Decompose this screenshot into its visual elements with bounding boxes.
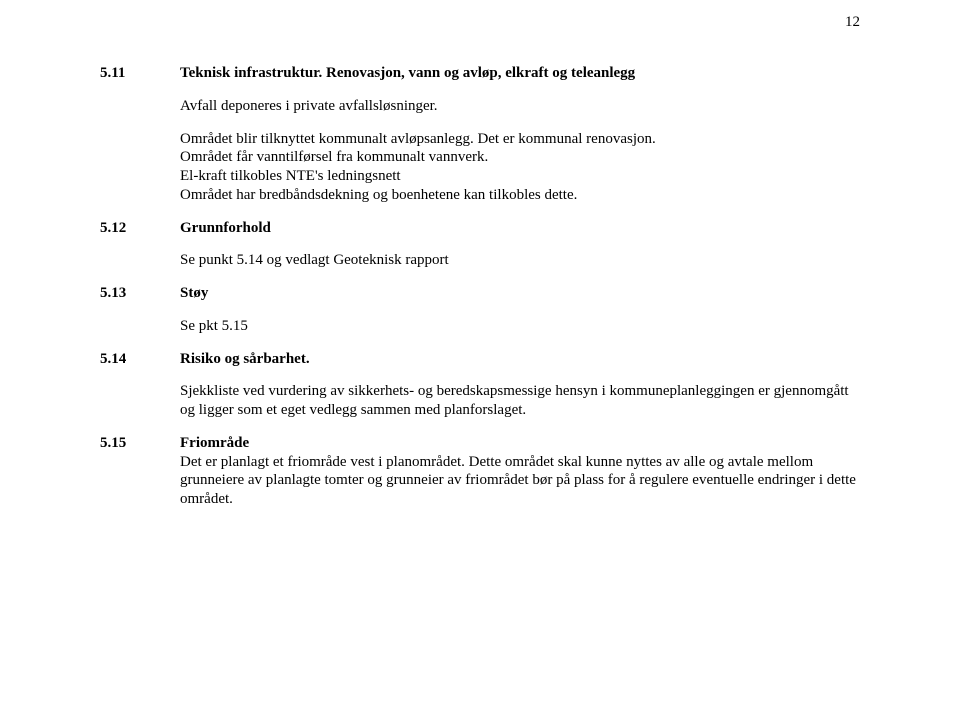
section-heading-5-12: 5.12 Grunnforhold [100, 219, 860, 238]
section-heading-5-13: 5.13 Støy [100, 284, 860, 303]
paragraph: Området får vanntilførsel fra kommunalt … [180, 148, 860, 167]
section-title: Risiko og sårbarhet. [180, 350, 310, 369]
section-title: Friområde [180, 434, 249, 453]
section-title: Støy [180, 284, 208, 303]
page: 12 5.11 Teknisk infrastruktur. Renovasjo… [0, 0, 960, 724]
section-number: 5.14 [100, 350, 180, 369]
section-title: Teknisk infrastruktur. Renovasjon, vann … [180, 64, 635, 83]
paragraph: Det er planlagt et friområde vest i plan… [180, 453, 860, 509]
section-body-5-15: Det er planlagt et friområde vest i plan… [180, 453, 860, 509]
paragraph: Området blir tilknyttet kommunalt avløps… [180, 130, 860, 149]
paragraph: Området har bredbåndsdekning og boenhete… [180, 186, 860, 205]
section-body-5-12: Se punkt 5.14 og vedlagt Geoteknisk rapp… [180, 251, 860, 270]
section-heading-5-15: 5.15 Friområde [100, 434, 860, 453]
page-number: 12 [845, 14, 860, 31]
section-heading-5-14: 5.14 Risiko og sårbarhet. [100, 350, 860, 369]
document-content: 5.11 Teknisk infrastruktur. Renovasjon, … [100, 64, 860, 509]
paragraph: El-kraft tilkobles NTE's ledningsnett [180, 167, 860, 186]
section-title: Grunnforhold [180, 219, 271, 238]
section-heading-5-11: 5.11 Teknisk infrastruktur. Renovasjon, … [100, 64, 860, 83]
section-number: 5.12 [100, 219, 180, 238]
section-number: 5.11 [100, 64, 180, 83]
paragraph: Se pkt 5.15 [180, 317, 860, 336]
section-body-5-13: Se pkt 5.15 [180, 317, 860, 336]
section-body-5-11: Avfall deponeres i private avfallsløsnin… [180, 97, 860, 205]
section-number: 5.13 [100, 284, 180, 303]
section-body-5-14: Sjekkliste ved vurdering av sikkerhets- … [180, 382, 860, 420]
paragraph: Avfall deponeres i private avfallsløsnin… [180, 97, 860, 116]
paragraph: Sjekkliste ved vurdering av sikkerhets- … [180, 382, 860, 420]
section-number: 5.15 [100, 434, 180, 453]
paragraph: Se punkt 5.14 og vedlagt Geoteknisk rapp… [180, 251, 860, 270]
